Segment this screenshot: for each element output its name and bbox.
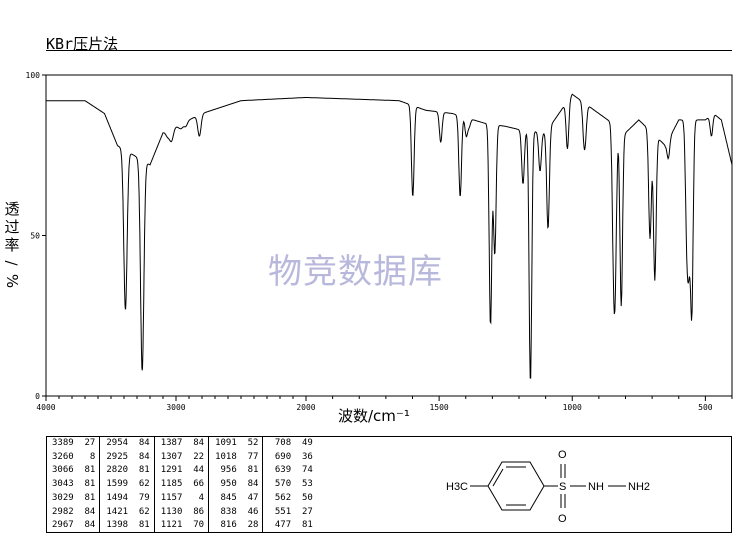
peak-row: 1387 84 bbox=[160, 438, 205, 448]
y-label-char: 透 bbox=[4, 200, 20, 218]
peak-row: 2967 84 bbox=[52, 520, 96, 531]
spectrum-line bbox=[46, 93, 733, 379]
benzene-ring bbox=[487, 461, 545, 511]
x-axis-label: 波数/cm⁻¹ bbox=[338, 407, 410, 425]
peak-row: 956 81 bbox=[215, 465, 259, 476]
peak-row: 1421 62 bbox=[106, 506, 150, 517]
peak-row: 1494 79 bbox=[106, 492, 150, 503]
peak-row: 2982 84 bbox=[52, 506, 96, 517]
peak-row: 562 50 bbox=[269, 492, 313, 503]
y-label-char: 过 bbox=[4, 218, 20, 236]
peak-row: 690 36 bbox=[269, 451, 313, 462]
peak-column: 2954 84 2925 84 2820 81 1599 62 1494 79 … bbox=[99, 437, 155, 533]
y-label-char: / bbox=[3, 260, 21, 266]
peak-row: 1291 44 bbox=[160, 465, 205, 476]
x-tick-label: 2000 bbox=[296, 403, 315, 412]
oxygen-atom: O bbox=[558, 449, 567, 461]
peak-row: 2820 81 bbox=[106, 465, 150, 476]
x-tick-label: 3000 bbox=[166, 403, 185, 412]
peak-row: 845 47 bbox=[215, 492, 259, 503]
x-tick-label: 4000 bbox=[36, 403, 55, 412]
peak-row: 950 84 bbox=[215, 479, 259, 490]
page-title: KBr压片法 bbox=[46, 35, 119, 53]
peak-row: 2954 84 bbox=[106, 438, 150, 448]
y-label-char: % bbox=[2, 273, 21, 289]
methyl-group: H3C bbox=[446, 481, 468, 493]
sulfur-atom: S bbox=[559, 481, 566, 493]
ir-spectrum-chart: 0 50 100 4000 3000 2000 1500 1000 500 bbox=[26, 71, 733, 412]
x-tick-label: 1500 bbox=[429, 403, 448, 412]
peak-row: 838 46 bbox=[215, 506, 259, 517]
peak-row: 1018 77 bbox=[215, 451, 259, 462]
peak-row: 1599 62 bbox=[106, 479, 150, 490]
x-axis-ticks: 4000 3000 2000 1500 1000 500 bbox=[36, 396, 733, 412]
nh-group: NH bbox=[588, 481, 604, 493]
peak-row: 639 74 bbox=[269, 465, 313, 476]
peak-column: 3389 27 3260 8 3066 81 3043 81 3029 81 2… bbox=[46, 437, 100, 533]
peak-row: 3029 81 bbox=[52, 492, 96, 503]
y-tick-label: 0 bbox=[35, 392, 40, 401]
nh2-group: NH2 bbox=[628, 481, 650, 493]
peak-row: 1185 66 bbox=[160, 479, 205, 490]
molecule-structure: H3C S O O NH NH2 bbox=[446, 449, 650, 525]
peak-row: 1157 4 bbox=[160, 492, 205, 503]
peak-row: 2925 84 bbox=[106, 451, 150, 462]
peak-row: 3260 8 bbox=[52, 451, 96, 462]
y-axis-ticks: 0 50 100 bbox=[26, 71, 46, 401]
x-tick-label: 1000 bbox=[563, 403, 582, 412]
ring-double-bond bbox=[492, 468, 504, 487]
y-tick-label: 50 bbox=[30, 232, 40, 241]
peak-row: 3389 27 bbox=[52, 438, 96, 448]
peak-row: 816 28 bbox=[215, 520, 259, 531]
y-axis-label: 透 过 率 / % bbox=[2, 200, 22, 290]
y-tick-label: 100 bbox=[26, 71, 41, 80]
watermark: 物竞数据库 bbox=[268, 252, 443, 292]
y-label-char: 率 bbox=[4, 236, 20, 254]
peak-row: 1121 70 bbox=[160, 520, 205, 531]
peak-row: 570 53 bbox=[269, 479, 313, 490]
peak-column: 1091 52 1018 77 956 81 950 84 845 47 838… bbox=[208, 437, 263, 533]
oxygen-atom: O bbox=[558, 513, 567, 525]
title-divider bbox=[46, 50, 732, 51]
peak-row: 708 49 bbox=[269, 438, 313, 448]
x-tick-label: 500 bbox=[698, 403, 713, 412]
plot-frame bbox=[45, 74, 733, 397]
peak-column: 708 49 690 36 639 74 570 53 562 50 551 2… bbox=[262, 437, 317, 533]
peak-column: 1387 84 1307 22 1291 44 1185 66 1157 4 1… bbox=[153, 437, 209, 533]
peak-row: 1130 86 bbox=[160, 506, 205, 517]
peak-row: 551 27 bbox=[269, 506, 313, 517]
peak-row: 1398 81 bbox=[106, 520, 150, 531]
peak-table: 3389 27 3260 8 3066 81 3043 81 3029 81 2… bbox=[46, 437, 317, 533]
peak-row: 1307 22 bbox=[160, 451, 205, 462]
peak-table-frame bbox=[46, 436, 732, 533]
peak-row: 1091 52 bbox=[215, 438, 259, 448]
peak-row: 3043 81 bbox=[52, 479, 96, 490]
peak-row: 3066 81 bbox=[52, 465, 96, 476]
peak-row: 477 81 bbox=[269, 520, 313, 531]
